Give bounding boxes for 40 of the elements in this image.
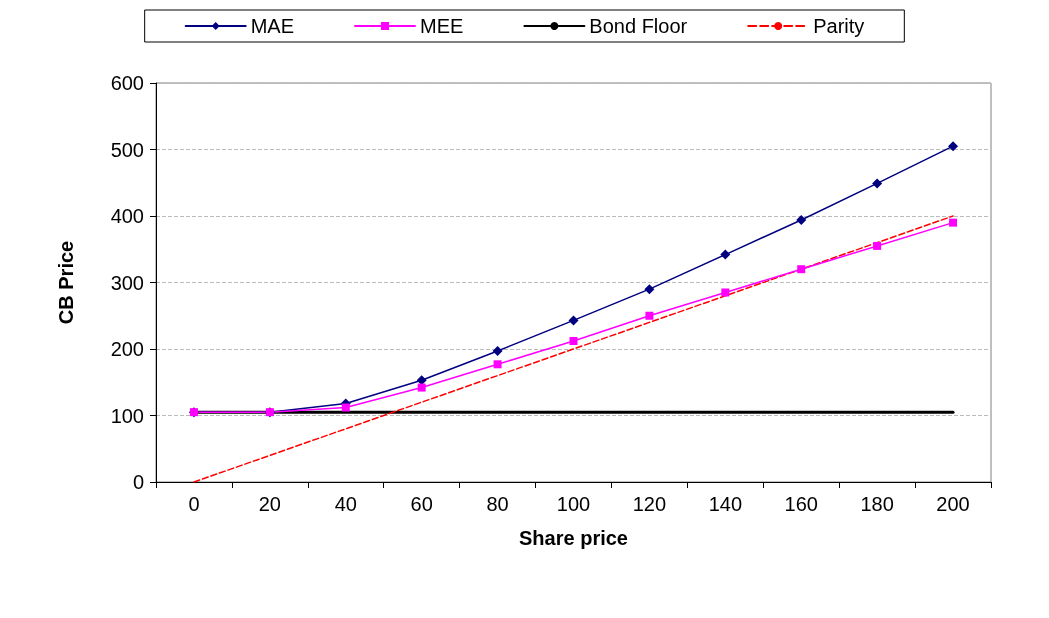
x-tick-label: 180 (860, 493, 894, 515)
point (721, 288, 730, 297)
legend-label: MEE (420, 15, 464, 37)
point (645, 311, 654, 320)
x-tick-label: 100 (556, 493, 591, 515)
y-tick-label: 300 (110, 271, 144, 294)
x-tick-label: 0 (188, 493, 200, 515)
y-tick-label: 100 (110, 404, 144, 427)
y-axis-title: CB Price (55, 240, 77, 325)
y-tick-label: 600 (110, 72, 144, 94)
x-tick-label: 200 (936, 493, 970, 515)
x-tick-label: 160 (784, 493, 818, 515)
legend-label: Parity (813, 15, 865, 37)
point (569, 337, 578, 346)
point (492, 345, 503, 356)
x-tick-label: 40 (334, 493, 357, 515)
point (872, 178, 883, 189)
point (720, 249, 731, 260)
point (949, 218, 958, 227)
point (568, 315, 579, 326)
x-tick-label: 20 (258, 493, 281, 515)
point (948, 141, 959, 152)
x-tick-label: 120 (632, 493, 667, 515)
point (797, 265, 806, 274)
point (341, 403, 350, 412)
legend-label: MAE (250, 15, 295, 37)
y-tick-label: 200 (110, 338, 144, 360)
point (493, 360, 502, 369)
point (644, 284, 655, 295)
y-tick-label: 0 (132, 471, 144, 493)
point (417, 383, 426, 392)
x-tick-label: 140 (708, 493, 743, 515)
point (873, 241, 882, 250)
y-tick-label: 500 (110, 138, 144, 161)
x-axis-title: Share price (519, 527, 628, 549)
point (796, 214, 807, 225)
x-tick-label: 80 (486, 493, 509, 515)
y-tick-label: 400 (110, 205, 144, 227)
legend-label: Bond Floor (589, 15, 688, 37)
x-tick-label: 60 (410, 493, 433, 515)
